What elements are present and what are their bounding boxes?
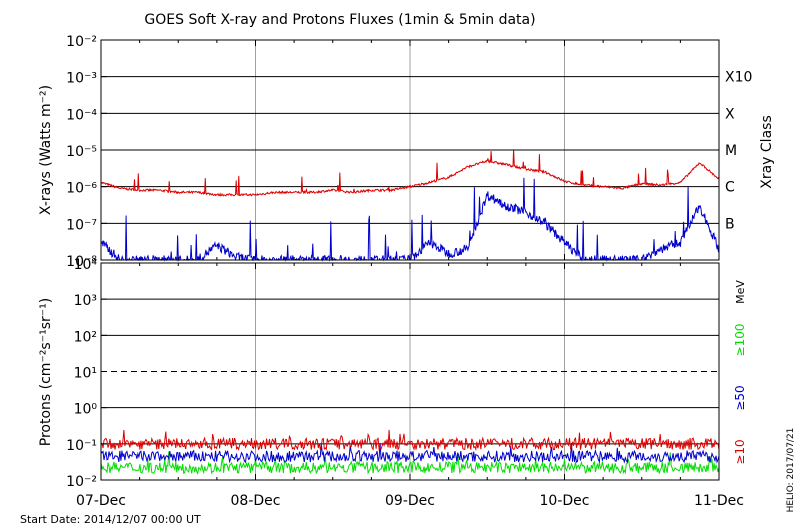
protons-ytick-label: 10⁰ xyxy=(74,402,98,418)
xray-yticks: 10⁻⁸ 10⁻⁷ 10⁻⁶ 10⁻⁵ 10⁻⁴ 10⁻³ 10⁻² xyxy=(66,34,107,270)
xray-ytick-label: 10⁻⁶ xyxy=(66,181,97,197)
xray-class-label: X xyxy=(725,106,735,122)
credit: HELIO: 2017/07/21 xyxy=(786,428,796,513)
protons-ytick-label: 10² xyxy=(74,329,97,345)
xray-ytick-label: 10⁻³ xyxy=(66,71,97,87)
protons-ytick-label: 10³ xyxy=(74,293,97,309)
xray-ytick-label: 10⁻⁴ xyxy=(66,107,97,123)
x-tick-label: 07-Dec xyxy=(76,493,126,509)
protons-unit-label: MeV xyxy=(734,280,747,304)
protons-ylabel: Protons (cm⁻²s⁻¹sr⁻¹) xyxy=(38,298,54,447)
xray-ytick-label: 10⁻⁸ xyxy=(66,254,97,270)
xray-ylabel: X-rays (Watts m⁻²) xyxy=(38,85,54,215)
protons-legend-entry: ≥100 xyxy=(733,324,747,357)
x-tick-label: 08-Dec xyxy=(231,493,281,509)
x-tick-label: 11-Dec xyxy=(694,493,744,509)
xray-class-label: B xyxy=(725,216,735,232)
xray-ytick-label: 10⁻² xyxy=(66,34,97,50)
protons-lines xyxy=(100,429,720,475)
protons-ytick-label: 10⁻² xyxy=(66,474,97,490)
protons-series-line xyxy=(100,451,720,475)
protons-series-line xyxy=(100,429,720,452)
x-tick-label: 10-Dec xyxy=(540,493,590,509)
protons-panel: 10⁻² 10⁻¹ 10⁰ 10¹ 10² 10³ 10⁴ Protons (cm⁻²s⁻¹… xyxy=(38,257,747,490)
xray-class-label: M xyxy=(725,143,737,159)
protons-legend: ≥10 ≥50 ≥100 MeV xyxy=(733,280,747,465)
x-tick-label: 09-Dec xyxy=(385,493,435,509)
x-axis-ticks: 07-Dec 08-Dec 09-Dec 10-Dec 11-Dec xyxy=(76,40,744,509)
protons-legend-entry: ≥10 xyxy=(733,439,747,464)
xray-ytick-label: 10⁻⁵ xyxy=(66,144,97,160)
xray-series-line xyxy=(100,149,720,197)
protons-ytick-label: 10¹ xyxy=(74,366,97,382)
xray-ytick-label: 10⁻⁷ xyxy=(66,217,97,233)
protons-legend-entry: ≥50 xyxy=(733,385,747,410)
protons-ytick-label: 10⁻¹ xyxy=(66,438,97,454)
xray-panel: 10⁻⁸ 10⁻⁷ 10⁻⁶ 10⁻⁵ 10⁻⁴ 10⁻³ 10⁻² B C M X X10 X-r… xyxy=(38,34,775,270)
xray-class-label: C xyxy=(725,180,735,196)
protons-yticks: 10⁻² 10⁻¹ 10⁰ 10¹ 10² 10³ 10⁴ xyxy=(66,257,107,490)
xray-class-labels: B C M X X10 xyxy=(725,70,752,233)
xray-class-title: Xray Class xyxy=(759,115,775,189)
chart-title: GOES Soft X-ray and Protons Fluxes (1min… xyxy=(144,12,535,28)
xray-class-label: X10 xyxy=(725,70,752,86)
start-date: Start Date: 2014/12/07 00:00 UT xyxy=(20,513,201,526)
protons-ytick-label: 10⁴ xyxy=(74,257,98,273)
protons-series-line xyxy=(100,442,720,464)
protons-grid xyxy=(101,263,719,480)
xray-grid xyxy=(101,40,719,260)
